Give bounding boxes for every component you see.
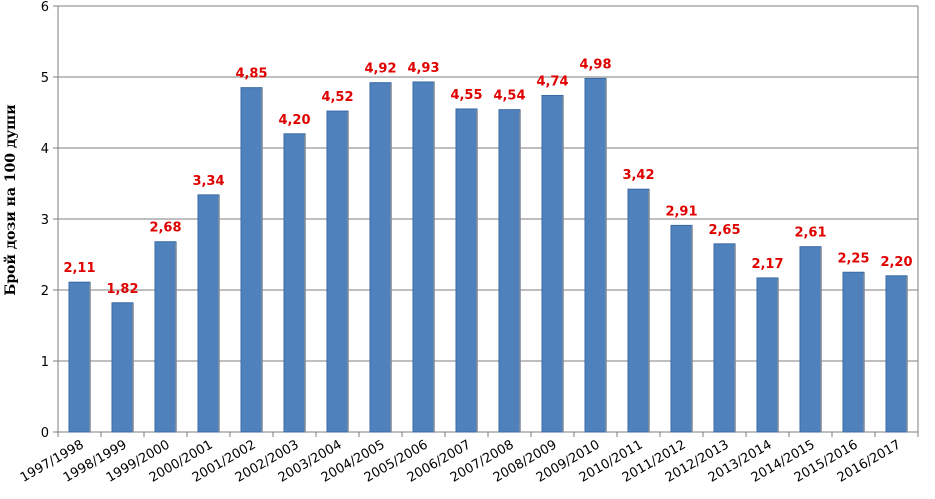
bar-shadow [390,83,392,433]
bar-shadow [820,247,822,432]
bar-shadow [304,134,306,433]
data-label: 4,85 [235,67,267,82]
bar-shadow [648,190,650,432]
bar-shadow [562,96,564,433]
data-label: 2,68 [149,221,181,236]
y-tick-label: 2 [41,284,49,299]
bar-shadow [175,242,177,432]
bar [584,77,607,433]
bar [283,133,306,433]
data-label: 2,17 [751,257,783,272]
data-label: 4,20 [278,113,310,128]
bar-shadow [218,195,220,432]
data-label: 3,34 [192,174,224,189]
y-tick-label: 1 [41,355,49,370]
data-label: 2,20 [880,255,912,270]
y-tick-label: 3 [41,213,49,228]
data-label: 2,91 [665,204,697,219]
bar [670,224,693,433]
bar [799,246,822,433]
data-label: 2,65 [708,223,740,238]
data-label: 4,54 [493,89,525,104]
x-tick-labels: 1997/19981998/19991999/20002000/20012001… [18,437,904,485]
y-tick-labels: 0 1 2 3 4 5 6 [41,0,49,441]
bar [369,82,392,433]
bar [412,81,435,433]
bar [326,110,349,433]
bar-shadow [777,278,779,432]
bars [68,77,908,433]
bar-shadow [433,82,435,432]
bar-shadow [347,112,349,432]
bar-shadow [89,283,91,432]
data-label: 4,92 [364,62,396,77]
data-label: 2,61 [794,226,826,241]
data-label: 1,82 [106,282,138,297]
bar-shadow [906,276,908,432]
bar [240,87,263,433]
y-tick-label: 0 [41,426,49,441]
data-label: 2,25 [837,251,869,266]
data-label: 4,93 [407,61,439,76]
data-label: 4,74 [536,74,568,89]
data-label: 4,55 [450,88,482,103]
axes [53,5,919,437]
bar-shadow [519,110,521,432]
bar-shadow [476,109,478,432]
bar [68,281,91,433]
bar-shadow [734,244,736,432]
bar [154,241,177,433]
data-label: 4,98 [579,57,611,72]
bar-shadow [605,79,607,433]
bar [885,275,908,433]
bar [541,94,564,433]
y-axis-title: Брой дози на 100 души [2,104,19,295]
bar [756,277,779,433]
y-tick-label: 5 [41,71,49,86]
gridlines [58,5,918,362]
bar [111,302,134,433]
bar [197,194,220,433]
y-tick-label: 6 [41,0,49,15]
data-label: 2,11 [63,261,95,276]
bar [842,271,865,433]
y-tick-label: 4 [41,142,49,157]
bar [627,188,650,433]
data-labels: 2,11 1,82 2,68 3,34 4,85 4,20 4,52 4,92 4,93 4,55… [63,57,912,296]
bar [455,108,478,433]
bar [498,109,521,433]
bar-shadow [691,226,693,432]
bar [713,243,736,433]
data-label: 4,52 [321,90,353,105]
bar-shadow [261,88,263,433]
bar-shadow [863,273,865,432]
bar-shadow [132,303,134,432]
data-label: 3,42 [622,168,654,183]
